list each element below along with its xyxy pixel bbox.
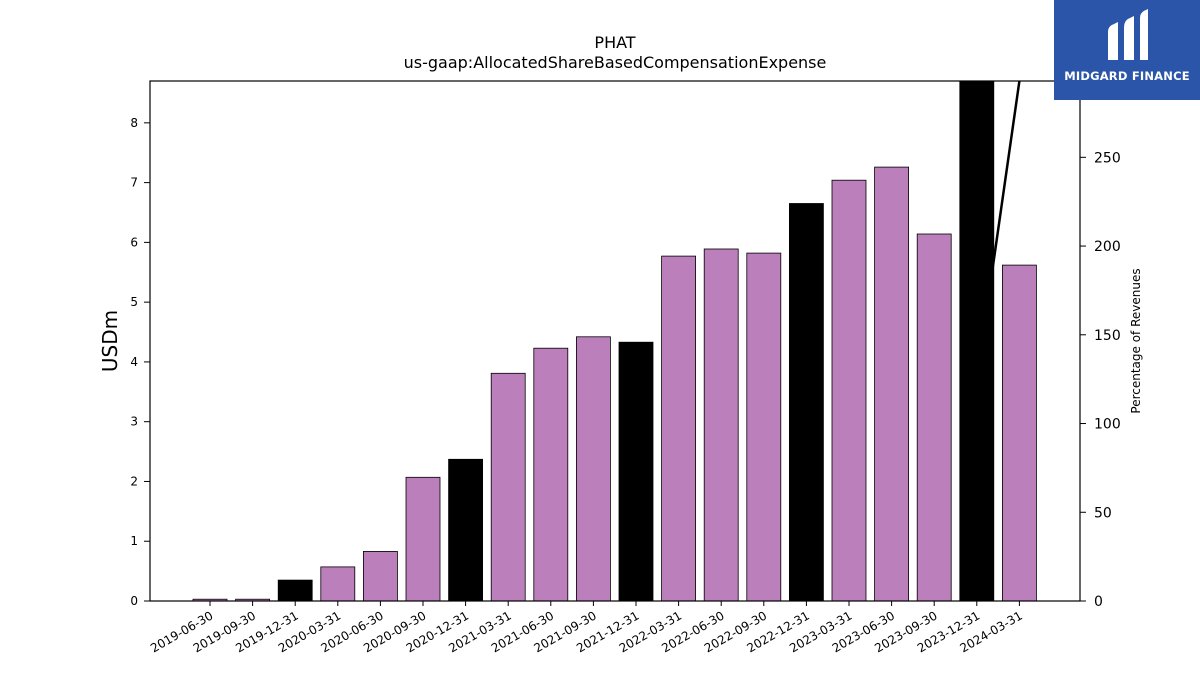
bar-2021-12-31	[618, 341, 654, 602]
y-tick-label: 2	[130, 474, 138, 488]
brand-name: MIDGARD FINANCE	[1064, 69, 1190, 83]
y2-tick-label: 0	[1094, 594, 1103, 610]
bar-2022-03-31	[661, 255, 696, 602]
bar-2024-03-31	[1002, 264, 1037, 602]
y-tick-label: 0	[130, 594, 138, 608]
bar-2019-12-31	[277, 579, 313, 602]
y-axis-label: USDm	[98, 310, 122, 372]
y-tick-label: 7	[130, 176, 138, 190]
bar-2023-09-30	[916, 233, 952, 602]
y2-tick-label: 100	[1094, 417, 1121, 433]
midgard-logo-icon	[1108, 9, 1148, 60]
x-axis: 2019-06-302019-09-302019-12-312020-03-31…	[148, 601, 1025, 655]
chart-title: PHAT	[594, 33, 635, 52]
y-tick-label: 4	[130, 355, 138, 369]
plot-frame	[149, 80, 1081, 602]
bar-2020-06-30	[362, 551, 398, 602]
bar-2023-06-30	[874, 166, 909, 602]
y2-axis-label: Percentage of Revenues	[1129, 268, 1143, 413]
y2-tick-label: 150	[1094, 328, 1121, 344]
bar-2021-03-31	[490, 372, 526, 602]
bar-2020-12-31	[448, 458, 484, 602]
bar-2022-09-30	[746, 252, 782, 602]
bars-group	[192, 80, 1037, 602]
y2-tick-label: 50	[1094, 505, 1112, 521]
y-axis-right: 0 50 100 150 200 250	[1080, 150, 1121, 610]
y-tick-label: 6	[130, 235, 138, 249]
y-tick-label: 8	[130, 116, 138, 130]
y-tick-label: 3	[130, 415, 138, 429]
brand-logo: MIDGARD FINANCE	[1054, 0, 1200, 100]
y-tick-label: 5	[130, 295, 138, 309]
bar-2021-06-30	[533, 347, 569, 602]
revenue-percentage-line	[975, 80, 1021, 403]
y2-tick-label: 200	[1094, 239, 1121, 255]
chart-subtitle: us-gaap:AllocatedShareBasedCompensationE…	[404, 53, 827, 72]
bar-2021-09-30	[576, 336, 611, 602]
bar-2023-03-31	[831, 179, 867, 602]
bar-2020-03-31	[320, 566, 356, 602]
y-axis-left: 0 1 2 3 4 5 6 7 8	[130, 116, 150, 608]
line-series-group	[975, 80, 1021, 403]
bar-2023-12-31	[959, 80, 995, 602]
y2-tick-label: 250	[1094, 150, 1121, 166]
bar-2020-09-30	[405, 476, 441, 602]
bar-2022-06-30	[703, 248, 739, 602]
y-tick-label: 1	[130, 534, 138, 548]
bar-2022-12-31	[789, 203, 824, 602]
